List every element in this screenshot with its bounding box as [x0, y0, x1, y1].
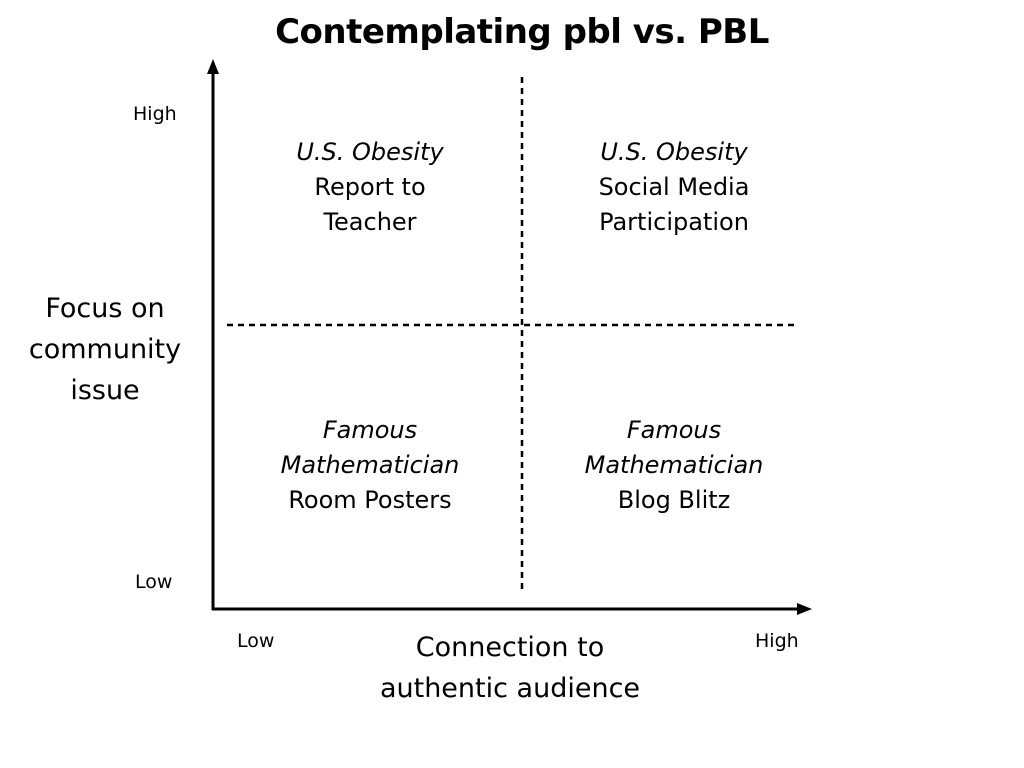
x-axis-low-tick: Low	[237, 630, 275, 652]
quadrant-topic: Mathematician	[584, 451, 764, 479]
quadrant-bottom-right: Famous Mathematician Blog Blitz	[524, 413, 824, 518]
x-axis-arrowhead-icon	[797, 603, 812, 615]
quadrant-topic: Famous	[322, 416, 418, 444]
y-axis-high-tick: High	[133, 103, 177, 125]
y-axis-arrowhead-icon	[207, 59, 219, 74]
quadrant-topic: U.S. Obesity	[600, 138, 748, 166]
y-axis-low-tick: Low	[135, 571, 173, 593]
quadrant-activity: Participation	[599, 208, 749, 236]
quadrant-topic: U.S. Obesity	[296, 138, 444, 166]
x-axis-label: Connection to authentic audience	[360, 627, 660, 709]
quadrant-top-right: U.S. Obesity Social Media Participation	[524, 135, 824, 240]
quadrant-activity: Report to	[314, 173, 426, 201]
quadrant-topic: Famous	[626, 416, 722, 444]
quadrant-topic: Mathematician	[280, 451, 460, 479]
quadrant-activity: Social Media	[598, 173, 750, 201]
x-axis-high-tick: High	[755, 630, 799, 652]
quadrant-activity: Room Posters	[288, 486, 452, 514]
diagram-title: Contemplating pbl vs. PBL	[275, 12, 769, 52]
quadrant-bottom-left: Famous Mathematician Room Posters	[220, 413, 520, 518]
x-axis-label-line: Connection to	[415, 632, 605, 663]
quadrant-activity: Blog Blitz	[617, 486, 731, 514]
y-axis-label-line: community	[28, 334, 182, 365]
y-axis-label: Focus on community issue	[5, 288, 205, 411]
y-axis-label-line: issue	[70, 375, 140, 406]
quadrant-activity: Teacher	[323, 208, 417, 236]
y-axis-label-line: Focus on	[45, 293, 165, 324]
x-axis-label-line: authentic audience	[379, 673, 641, 704]
quadrant-top-left: U.S. Obesity Report to Teacher	[220, 135, 520, 240]
